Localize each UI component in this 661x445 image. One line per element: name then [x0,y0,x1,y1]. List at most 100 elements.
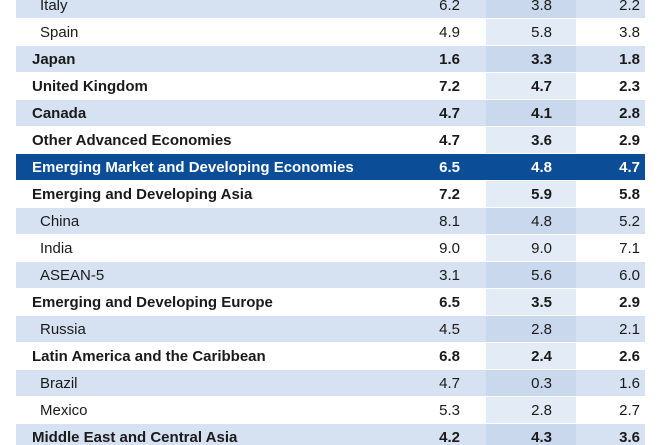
cell-background [576,370,645,397]
cell-background [16,46,402,73]
row-value-v3: 2.7 [619,402,640,419]
row-label: United Kingdom [32,78,148,95]
row-value-v3: 2.9 [619,294,640,311]
row-value-v1: 4.7 [439,105,460,122]
row-divider [16,126,645,127]
cell-background [576,343,645,370]
cell-background [16,208,402,235]
cell-background [486,127,576,154]
cell-background [576,127,645,154]
table-row: Mexico 5.3 2.8 2.7 [16,397,645,424]
row-label: Canada [32,105,87,122]
row-value-v2: 9.0 [531,240,552,257]
table-row: Italy 6.2 3.8 2.2 [16,0,645,19]
row-value-v1: 7.2 [439,78,460,95]
cell-background [16,235,402,262]
row-value-v3: 2.8 [619,105,640,122]
row-value-v2: 4.7 [531,78,552,95]
row-value-v1: 8.1 [439,213,460,230]
row-value-v1: 7.2 [439,186,460,203]
row-divider [16,207,645,208]
row-value-v2: 2.8 [531,402,552,419]
cell-background [402,208,486,235]
row-value-v3: 2.2 [619,0,640,14]
row-value-v3: 2.9 [619,132,640,149]
row-value-v1: 6.5 [439,159,460,176]
cell-background [16,424,402,445]
cell-background [576,100,645,127]
cell-background [486,316,576,343]
cell-background [402,289,486,316]
row-value-v1: 4.5 [439,321,460,338]
cell-background [486,46,576,73]
cell-background [486,424,576,445]
cell-background [402,424,486,445]
cell-background [402,262,486,289]
cell-background [16,262,402,289]
cell-background [576,0,645,19]
cell-background [576,46,645,73]
row-label: Emerging and Developing Europe [32,294,273,311]
row-label: Latin America and the Caribbean [32,348,266,365]
row-label: Brazil [40,375,78,392]
cell-background [16,127,402,154]
row-value-v3: 2.1 [619,321,640,338]
row-label: Other Advanced Economies [32,132,232,149]
cell-background [16,181,402,208]
row-value-v1: 4.9 [439,24,460,41]
cell-background [402,235,486,262]
row-divider [16,18,645,19]
table-row: United Kingdom 7.2 4.7 2.3 [16,73,645,100]
row-value-v2: 5.6 [531,267,552,284]
cell-background [486,208,576,235]
row-label: Middle East and Central Asia [32,429,238,445]
table-row: Emerging Market and Developing Economies… [16,154,645,181]
cell-background [486,397,576,424]
row-divider [16,342,645,343]
row-label: Russia [40,321,86,338]
row-value-v3: 3.6 [619,429,640,445]
row-divider [16,153,645,154]
row-value-v2: 3.3 [531,51,552,68]
cell-background [402,154,486,181]
table-row: Spain 4.9 5.8 3.8 [16,19,645,46]
row-divider [16,288,645,289]
cell-background [576,73,645,100]
cell-background [486,73,576,100]
cell-background [16,316,402,343]
row-value-v3: 2.6 [619,348,640,365]
cell-background [486,289,576,316]
cell-background [402,370,486,397]
cell-background [486,181,576,208]
row-label: Italy [40,0,68,14]
row-divider [16,45,645,46]
row-value-v1: 6.8 [439,348,460,365]
row-value-v2: 5.8 [531,24,552,41]
row-value-v3: 5.8 [619,186,640,203]
cell-background [486,235,576,262]
cell-background [402,19,486,46]
row-value-v3: 4.7 [619,159,640,176]
cell-background [576,262,645,289]
cell-background [402,316,486,343]
row-value-v3: 5.2 [619,213,640,230]
row-value-v1: 1.6 [439,51,460,68]
row-label: Emerging Market and Developing Economies [32,159,354,176]
table-row: Other Advanced Economies 4.7 3.6 2.9 [16,127,645,154]
table-row: Brazil 4.7 0.3 1.6 [16,370,645,397]
row-value-v2: 3.8 [531,0,552,14]
row-value-v3: 6.0 [619,267,640,284]
row-value-v2: 5.9 [531,186,552,203]
row-value-v2: 0.3 [531,375,552,392]
row-value-v3: 1.8 [619,51,640,68]
row-label: Spain [40,24,79,41]
cell-background [576,397,645,424]
table-row: Emerging and Developing Asia 7.2 5.9 5.8 [16,181,645,208]
cell-background [402,73,486,100]
row-value-v2: 4.1 [531,105,552,122]
cell-background [576,154,645,181]
table-row: Japan 1.6 3.3 1.8 [16,46,645,73]
table-row: Canada 4.7 4.1 2.8 [16,100,645,127]
row-divider [16,99,645,100]
table-row: Russia 4.5 2.8 2.1 [16,316,645,343]
